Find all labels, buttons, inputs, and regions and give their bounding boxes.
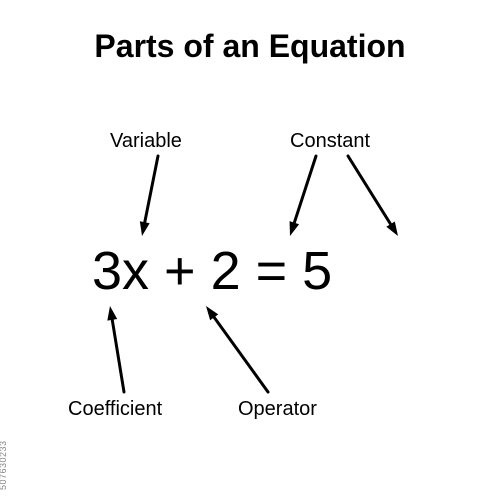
label-operator: Operator [238, 398, 317, 421]
label-coefficient: Coefficient [68, 398, 162, 421]
watermark: 507630233 [0, 440, 8, 490]
equation-text: 3x + 2 = 5 [92, 240, 332, 302]
label-variable: Variable [110, 130, 182, 153]
page-title: Parts of an Equation [0, 28, 500, 65]
label-constant: Constant [290, 130, 370, 153]
